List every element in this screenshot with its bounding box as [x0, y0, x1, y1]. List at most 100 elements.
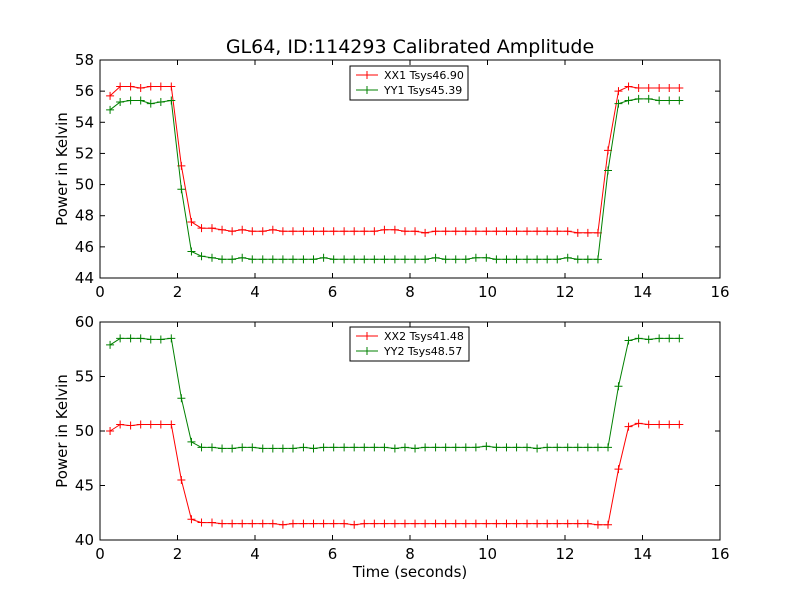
- data-point-1-0-7: [177, 476, 186, 485]
- data-point-1-0-14: [248, 519, 257, 528]
- data-point-0-0-16: [268, 225, 277, 234]
- data-point-1-0-11: [218, 519, 227, 528]
- data-point-0-0-41: [523, 227, 532, 236]
- data-point-1-1-30: [411, 444, 420, 453]
- x-tick-label-5: 10: [478, 283, 497, 301]
- data-point-1-0-25: [360, 519, 369, 528]
- data-point-1-1-2: [126, 334, 135, 343]
- data-point-0-0-2: [126, 82, 135, 91]
- data-point-1-1-38: [492, 443, 501, 452]
- data-point-0-0-46: [573, 228, 582, 237]
- x-tick-label-7: 14: [633, 283, 652, 301]
- data-point-0-1-15: [258, 255, 267, 264]
- data-point-0-1-49: [604, 166, 613, 175]
- data-point-1-1-18: [288, 444, 297, 453]
- x-tick-label-3: 6: [328, 283, 338, 301]
- data-point-0-0-37: [482, 227, 491, 236]
- data-point-1-1-12: [228, 444, 237, 453]
- data-point-1-0-37: [482, 519, 491, 528]
- data-point-0-0-39: [502, 227, 511, 236]
- data-point-1-1-27: [380, 443, 389, 452]
- y-tick-label-2: 50: [75, 422, 94, 440]
- data-point-0-0-47: [583, 228, 592, 237]
- data-point-1-0-28: [390, 519, 399, 528]
- data-point-0-1-14: [248, 255, 257, 264]
- data-point-1-0-42: [533, 519, 542, 528]
- data-point-0-1-21: [319, 253, 328, 262]
- data-point-0-1-52: [634, 94, 643, 103]
- legend-label-1: YY2 Tsys48.57: [383, 345, 462, 358]
- x-axis-label: Time (seconds): [352, 563, 468, 581]
- data-point-1-0-53: [644, 420, 653, 429]
- data-point-1-0-15: [258, 519, 267, 528]
- data-point-1-0-8: [187, 515, 196, 524]
- data-point-0-0-33: [441, 227, 450, 236]
- data-point-0-1-48: [593, 255, 602, 264]
- data-point-0-1-54: [655, 96, 664, 105]
- data-point-0-1-3: [136, 96, 145, 105]
- data-point-1-1-25: [360, 443, 369, 452]
- data-point-0-1-37: [482, 253, 491, 262]
- data-point-1-0-40: [512, 519, 521, 528]
- x-tick-label-8: 16: [710, 545, 729, 563]
- data-point-0-0-21: [319, 227, 328, 236]
- data-point-0-1-42: [533, 255, 542, 264]
- x-tick-label-2: 4: [250, 545, 260, 563]
- data-point-0-0-38: [492, 227, 501, 236]
- data-point-1-0-45: [563, 519, 572, 528]
- data-point-0-0-1: [116, 82, 125, 91]
- data-point-1-0-49: [604, 520, 613, 529]
- data-point-0-1-4: [146, 99, 155, 108]
- data-point-0-0-18: [288, 227, 297, 236]
- y-tick-label-4: 60: [75, 313, 94, 331]
- x-tick-label-3: 6: [328, 545, 338, 563]
- y-tick-label-4: 52: [75, 144, 94, 162]
- data-point-1-0-44: [553, 519, 562, 528]
- data-point-1-0-26: [370, 519, 379, 528]
- data-point-0-1-45: [563, 253, 572, 262]
- data-point-0-1-56: [675, 96, 684, 105]
- data-point-0-0-50: [614, 87, 623, 96]
- data-point-1-1-54: [655, 334, 664, 343]
- data-point-1-1-47: [583, 443, 592, 452]
- data-point-1-1-26: [370, 443, 379, 452]
- data-point-1-1-48: [593, 443, 602, 452]
- data-point-1-1-33: [441, 443, 450, 452]
- data-point-1-1-4: [146, 335, 155, 344]
- data-point-1-1-1: [116, 334, 125, 343]
- data-point-1-1-17: [278, 444, 287, 453]
- data-point-1-0-22: [329, 519, 338, 528]
- data-point-0-0-52: [634, 84, 643, 93]
- data-point-0-1-17: [278, 255, 287, 264]
- data-point-0-0-13: [238, 225, 247, 234]
- data-point-1-1-15: [258, 444, 267, 453]
- data-point-0-1-41: [523, 255, 532, 264]
- data-point-1-1-53: [644, 335, 653, 344]
- data-point-0-1-36: [471, 253, 480, 262]
- x-tick-label-5: 10: [478, 545, 497, 563]
- data-point-0-1-32: [431, 253, 440, 262]
- x-tick-label-1: 2: [173, 283, 183, 301]
- data-point-1-1-22: [329, 443, 338, 452]
- data-point-0-0-34: [451, 227, 460, 236]
- data-point-0-0-8: [187, 217, 196, 226]
- data-point-1-0-23: [340, 519, 349, 528]
- data-point-1-1-51: [624, 336, 633, 345]
- data-point-1-0-19: [299, 519, 308, 528]
- data-point-0-1-20: [309, 255, 318, 264]
- data-point-0-0-53: [644, 84, 653, 93]
- data-point-0-1-31: [421, 255, 430, 264]
- y-tick-label-7: 58: [75, 51, 94, 69]
- data-point-0-1-25: [360, 255, 369, 264]
- x-tick-label-0: 0: [95, 545, 105, 563]
- data-point-1-0-36: [471, 519, 480, 528]
- data-point-0-0-14: [248, 227, 257, 236]
- data-point-1-1-40: [512, 443, 521, 452]
- data-point-0-1-22: [329, 255, 338, 264]
- data-point-1-1-0: [106, 340, 115, 349]
- data-point-0-0-25: [360, 227, 369, 236]
- data-point-0-0-35: [461, 227, 470, 236]
- data-point-1-0-24: [350, 520, 359, 529]
- data-point-0-1-51: [624, 96, 633, 105]
- data-point-0-1-2: [126, 96, 135, 105]
